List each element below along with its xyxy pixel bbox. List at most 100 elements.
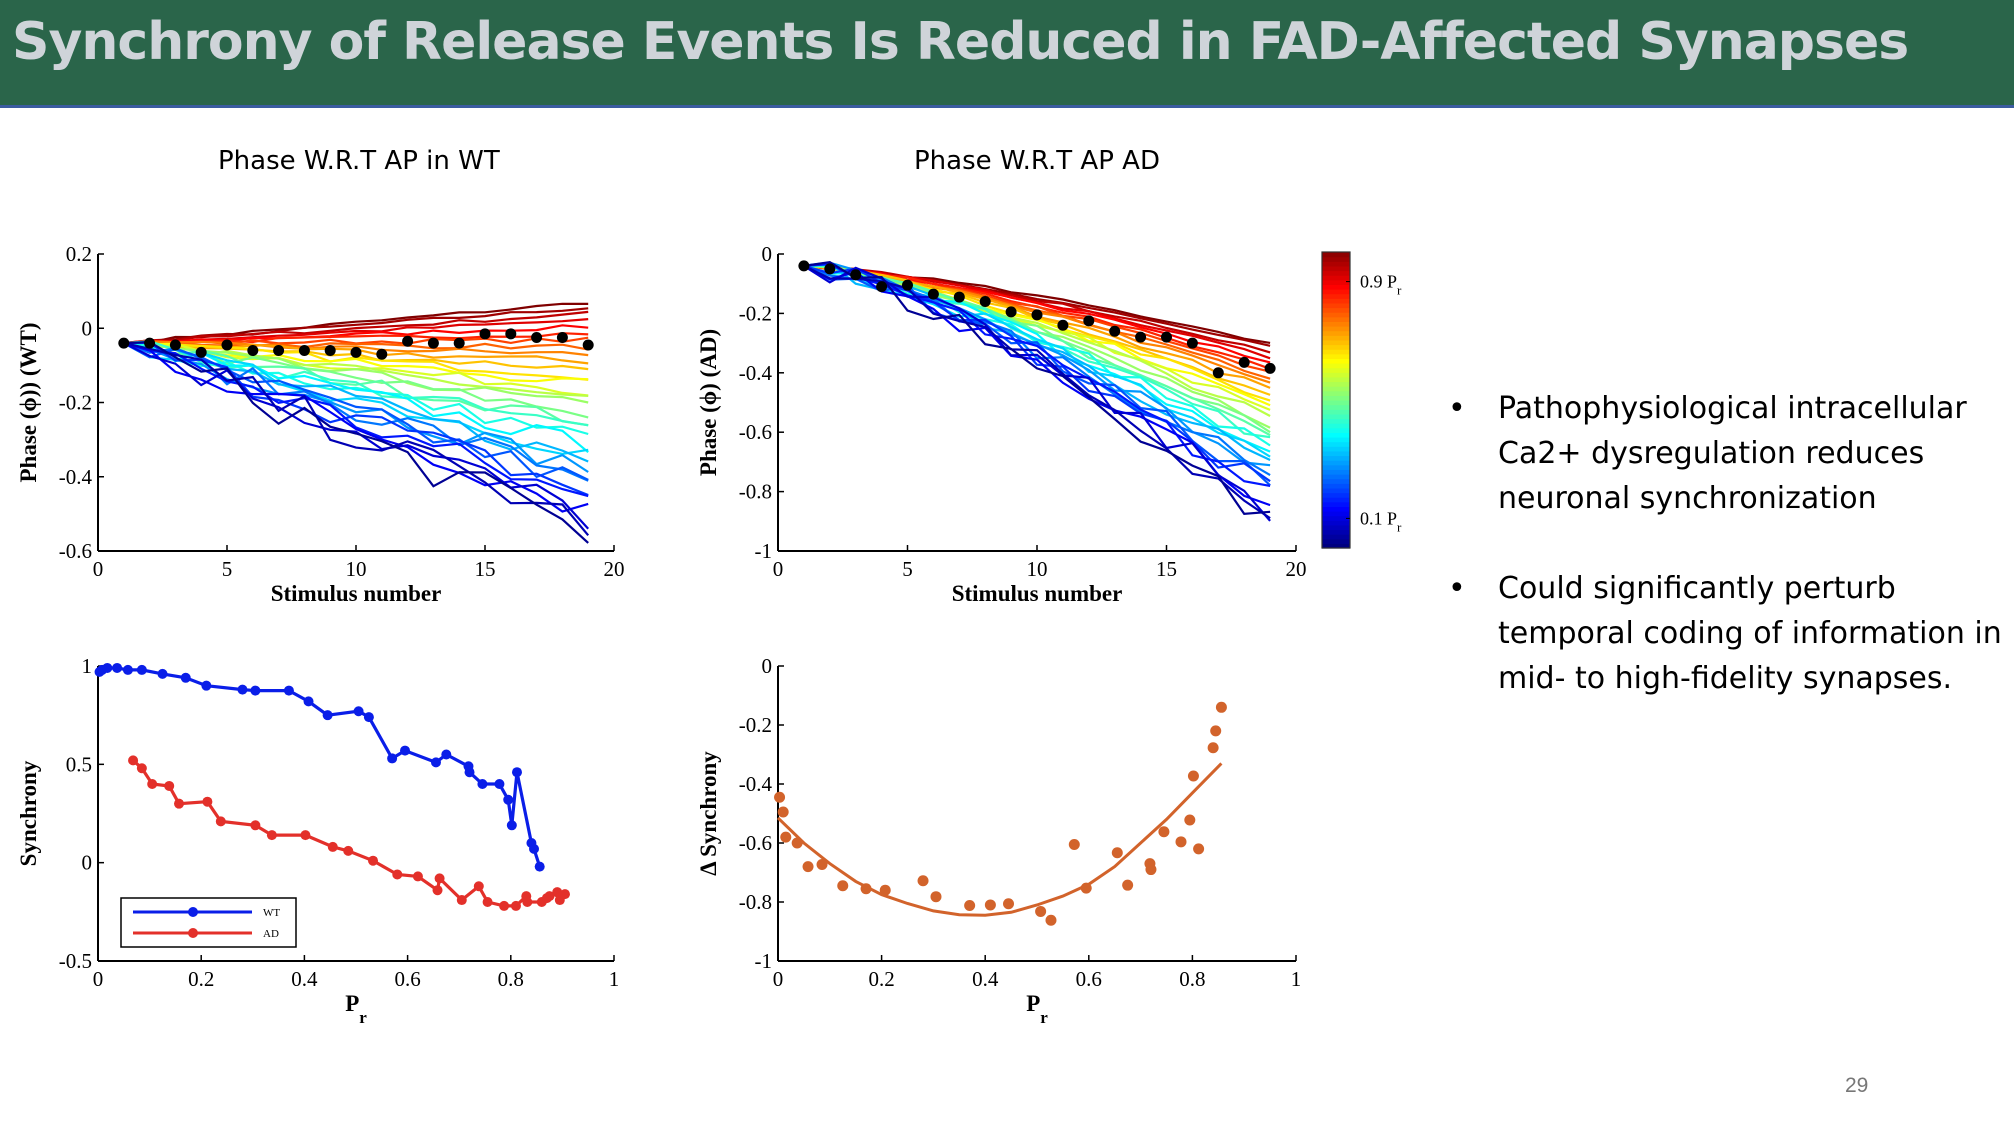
colorbar-segment	[1322, 344, 1350, 350]
data-point-wt	[112, 662, 123, 673]
bullet-text: Could significantly perturb temporal cod…	[1498, 571, 2002, 696]
colorbar-segment	[1322, 474, 1350, 480]
phase-curve	[123, 342, 589, 498]
scatter-point	[1003, 898, 1015, 910]
mean-point	[1057, 319, 1069, 331]
x-tick-label: 15	[1156, 557, 1177, 581]
mean-point	[582, 339, 594, 351]
mean-point	[479, 328, 491, 340]
mean-point	[376, 348, 388, 360]
colorbar-segment	[1322, 270, 1350, 276]
y-axis-label: Phase (ϕ) (AD)	[696, 329, 721, 476]
scatter-point	[1207, 742, 1219, 754]
colorbar-segment	[1322, 404, 1350, 410]
mean-point	[273, 345, 285, 357]
x-tick-label: 0.6	[394, 967, 420, 991]
data-point-wt	[122, 664, 133, 675]
colorbar-segment	[1322, 497, 1350, 503]
chart-phase-wt: 0 5 10 15 20 0.2 0 -0.2 -0.4 -0.6 Stimulus number P…	[16, 242, 625, 606]
x-tick-label: 1	[609, 967, 620, 991]
colorbar-segment	[1322, 312, 1350, 318]
phase-curve	[123, 342, 589, 436]
scatter-point	[1035, 905, 1047, 917]
colorbar-segment	[1322, 413, 1350, 420]
data-point-wt	[283, 685, 294, 696]
colorbar-segment	[1322, 423, 1350, 429]
data-point-wt	[136, 664, 147, 675]
colorbar-segment	[1322, 432, 1350, 438]
phase-curve	[803, 261, 1271, 461]
colorbar-segment	[1322, 400, 1350, 406]
legend-marker	[188, 907, 198, 917]
scatter-point	[837, 880, 849, 892]
colorbar-segment	[1322, 450, 1350, 457]
scatter-point	[1111, 847, 1123, 859]
mean-point	[118, 337, 130, 349]
mean-point	[1238, 356, 1250, 368]
bullet-icon: •	[1448, 391, 1466, 426]
data-point-ad	[473, 881, 484, 892]
x-axis-label: Pr	[345, 991, 367, 1027]
data-point-ad	[202, 796, 213, 807]
x-tick-label: 20	[1286, 557, 1307, 581]
legend-label: WT	[263, 907, 280, 919]
mean-point	[1005, 306, 1017, 318]
y-tick-label: -0.6	[739, 420, 772, 444]
x-tick-label: 0.8	[1179, 967, 1205, 991]
y-tick-label: -0.4	[59, 465, 93, 489]
colorbar-segment	[1322, 511, 1350, 517]
colorbar-segment	[1322, 483, 1350, 489]
colorbar-segment	[1322, 427, 1350, 433]
colorbar-segment	[1322, 307, 1350, 313]
mean-point	[1186, 337, 1198, 349]
data-point-ad	[128, 755, 139, 766]
scatter-point	[879, 884, 891, 896]
x-tick-label: 0.8	[498, 967, 524, 991]
x-tick-label: 0	[93, 557, 104, 581]
mean-point	[453, 337, 465, 349]
scatter-point	[1080, 882, 1092, 894]
colorbar-segment	[1322, 437, 1350, 443]
scatter-point	[816, 859, 828, 871]
mean-point	[979, 296, 991, 308]
mean-point	[195, 346, 207, 358]
y-tick-label: 1	[82, 654, 93, 678]
data-point-wt	[102, 662, 113, 673]
x-tick-label: 0	[93, 967, 104, 991]
colorbar-label: 0.1 Pr	[1360, 508, 1402, 534]
scatter-point	[1193, 843, 1205, 855]
bullet-item: • Could significantly perturb temporal c…	[1448, 566, 2008, 701]
colorbar-segment	[1322, 469, 1350, 475]
colorbar-segment	[1322, 256, 1350, 262]
scatter-point	[1145, 864, 1157, 876]
x-tick-label: 0.6	[1076, 967, 1102, 991]
y-tick-label: -0.5	[59, 949, 92, 973]
mean-point	[902, 279, 913, 291]
page-number: 29	[1845, 1074, 1869, 1097]
y-tick-label: -0.8	[739, 480, 772, 504]
mean-point	[556, 332, 568, 344]
scatter-point	[984, 899, 996, 911]
y-tick-label: 0	[82, 316, 93, 340]
data-point-ad	[544, 891, 555, 902]
y-tick-label: -0.8	[739, 890, 772, 914]
data-point-ad	[368, 855, 379, 866]
y-tick-label: 0	[762, 654, 773, 678]
data-point-wt	[506, 820, 517, 831]
bullet-icon: •	[1448, 571, 1466, 606]
data-point-wt	[441, 749, 452, 760]
scatter-point	[1068, 838, 1080, 850]
mean-point	[1161, 331, 1172, 343]
data-point-ad	[147, 779, 158, 789]
colorbar-segment	[1322, 293, 1350, 299]
data-point-ad	[522, 897, 533, 907]
data-point-ad	[412, 871, 423, 882]
bullet-list: • Pathophysiological intracellular Ca2+ …	[1448, 386, 2008, 746]
y-tick-label: -1	[755, 949, 773, 973]
wt-phase-subtitle: Phase W.R.T AP in WT	[218, 146, 500, 176]
data-point-wt	[534, 861, 545, 872]
colorbar-segment	[1322, 289, 1350, 295]
phase-curve	[803, 261, 1271, 516]
mean-point	[247, 345, 259, 357]
mean-point	[824, 263, 836, 275]
